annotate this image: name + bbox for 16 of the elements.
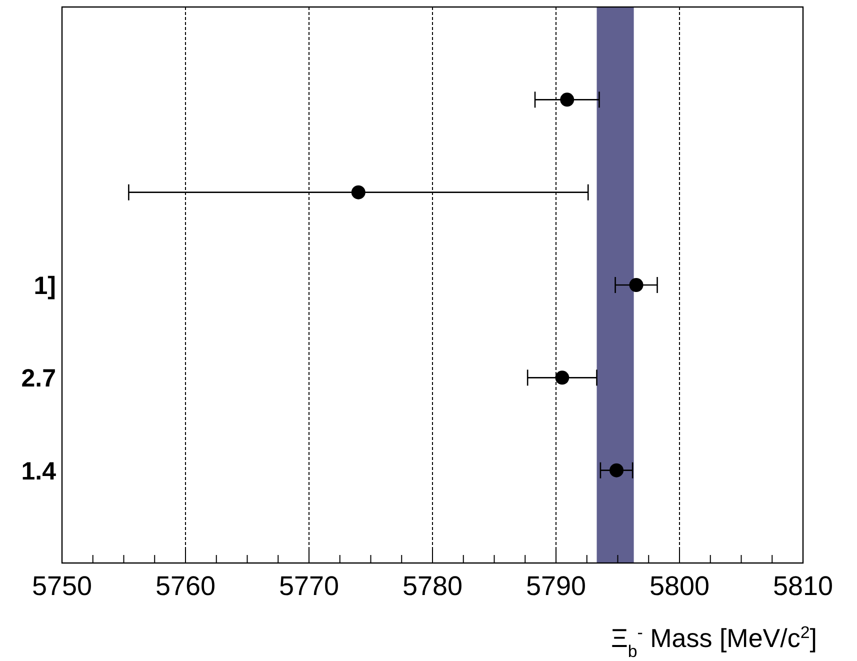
x-tick-label: 5780 — [402, 571, 463, 601]
point — [351, 185, 366, 200]
y-tick-label: 1] — [34, 272, 56, 300]
point — [629, 278, 644, 292]
point — [610, 463, 624, 478]
point — [560, 92, 574, 107]
y-tick-label: 2.7 — [21, 364, 56, 393]
x-axis-title: Ξ$_{b}$$^{-}$ Mass [MeV/c$^{2}$] — [610, 622, 817, 660]
x-tick-label: 5800 — [649, 571, 710, 601]
x-tick-label: 5790 — [526, 571, 586, 601]
y-tick-label: 1.4 — [21, 457, 56, 486]
x-tick-label: 5760 — [155, 571, 216, 601]
x-tick-label: 5750 — [32, 571, 92, 601]
x-tick-label: 5770 — [278, 571, 340, 601]
point — [555, 370, 570, 385]
x-tick-label: 5810 — [772, 571, 834, 601]
